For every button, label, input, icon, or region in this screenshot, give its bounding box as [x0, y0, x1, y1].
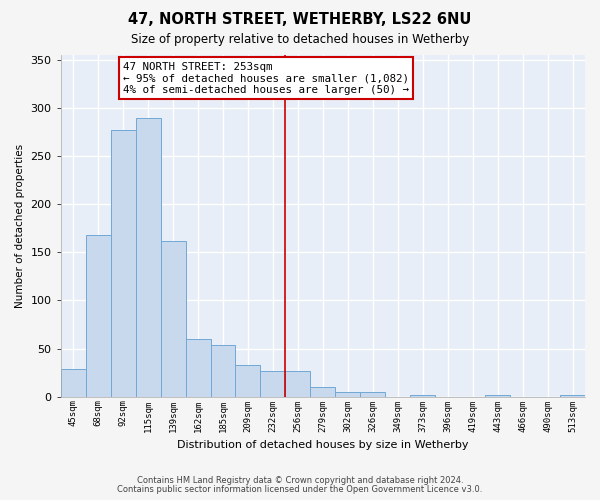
- Bar: [286, 370, 310, 396]
- Y-axis label: Number of detached properties: Number of detached properties: [15, 144, 25, 308]
- Bar: [110, 130, 136, 396]
- Bar: [185, 339, 211, 396]
- Bar: [485, 394, 510, 396]
- Bar: [310, 387, 335, 396]
- X-axis label: Distribution of detached houses by size in Wetherby: Distribution of detached houses by size …: [177, 440, 469, 450]
- Bar: [61, 368, 86, 396]
- Bar: [335, 392, 361, 396]
- Text: Contains public sector information licensed under the Open Government Licence v3: Contains public sector information licen…: [118, 485, 482, 494]
- Bar: [235, 365, 260, 396]
- Text: 47, NORTH STREET, WETHERBY, LS22 6NU: 47, NORTH STREET, WETHERBY, LS22 6NU: [128, 12, 472, 28]
- Bar: [136, 118, 161, 396]
- Bar: [361, 392, 385, 396]
- Bar: [86, 235, 110, 396]
- Bar: [410, 394, 435, 396]
- Bar: [260, 370, 286, 396]
- Text: 47 NORTH STREET: 253sqm
← 95% of detached houses are smaller (1,082)
4% of semi-: 47 NORTH STREET: 253sqm ← 95% of detache…: [123, 62, 409, 95]
- Text: Contains HM Land Registry data © Crown copyright and database right 2024.: Contains HM Land Registry data © Crown c…: [137, 476, 463, 485]
- Text: Size of property relative to detached houses in Wetherby: Size of property relative to detached ho…: [131, 32, 469, 46]
- Bar: [161, 240, 185, 396]
- Bar: [560, 394, 585, 396]
- Bar: [211, 344, 235, 397]
